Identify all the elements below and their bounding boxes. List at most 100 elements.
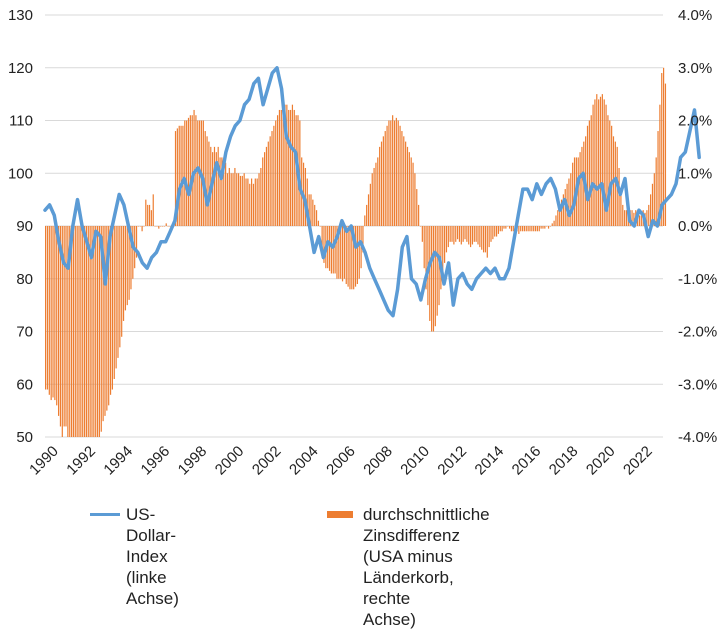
bar (372, 173, 373, 226)
bar (424, 226, 425, 268)
bar (591, 115, 592, 226)
bar (164, 226, 165, 227)
bar (99, 226, 100, 437)
bar (418, 205, 419, 226)
bar (370, 184, 371, 226)
bar (77, 226, 78, 437)
y-right-tick-label: 0.0% (678, 218, 712, 235)
bar (394, 121, 395, 227)
bar (587, 126, 588, 226)
bar (184, 121, 185, 227)
bar (125, 226, 126, 310)
x-tick-label: 2006 (323, 443, 359, 479)
bar (331, 226, 332, 273)
bar (318, 221, 319, 226)
bar (346, 226, 347, 284)
bar (366, 205, 367, 226)
bar (58, 226, 59, 416)
bar (416, 189, 417, 226)
bar (190, 115, 191, 226)
bar (132, 226, 133, 279)
bar (258, 173, 259, 226)
bar (119, 226, 120, 347)
bar (288, 110, 289, 226)
bar (657, 131, 658, 226)
bar (654, 173, 655, 226)
bar (167, 226, 168, 227)
bar (487, 226, 488, 258)
bar (242, 176, 243, 226)
bar (145, 200, 146, 226)
bar (596, 94, 597, 226)
bar (231, 173, 232, 226)
bar (513, 226, 514, 231)
bar (78, 226, 79, 437)
bar (388, 121, 389, 227)
bar (437, 226, 438, 316)
bar (507, 226, 508, 227)
bar (310, 194, 311, 226)
bar (420, 226, 421, 227)
bar (179, 126, 180, 226)
bar (151, 210, 152, 226)
bar (479, 226, 480, 247)
bar (511, 226, 512, 231)
bar (116, 226, 117, 368)
bar (453, 226, 454, 244)
bar (489, 226, 490, 247)
bar (149, 205, 150, 226)
bar (602, 94, 603, 226)
bar (544, 226, 545, 229)
bar (524, 226, 525, 231)
bar (490, 226, 491, 242)
bar (648, 205, 649, 226)
bar (156, 226, 157, 227)
x-tick-label: 1996 (138, 443, 174, 479)
bar (412, 163, 413, 226)
bar (505, 226, 506, 229)
bar (277, 115, 278, 226)
bar (600, 97, 601, 226)
bar (541, 226, 542, 229)
y-right-tick-label: 4.0% (678, 7, 712, 24)
bar (470, 226, 471, 247)
bar (539, 226, 540, 231)
bar (485, 226, 486, 252)
bar (492, 226, 493, 239)
bar (218, 147, 219, 226)
bar (459, 226, 460, 242)
bar (142, 226, 143, 231)
bar (232, 173, 233, 226)
x-tick-label: 2020 (583, 443, 619, 479)
bar (281, 110, 282, 226)
bar (399, 126, 400, 226)
bar (398, 121, 399, 227)
bar (568, 179, 569, 226)
bar (240, 176, 241, 226)
bar (329, 226, 330, 271)
bar (407, 147, 408, 226)
bar (535, 226, 536, 231)
bar (271, 131, 272, 226)
bar (403, 136, 404, 226)
bar (208, 142, 209, 226)
y-axis-right: -4.0%-3.0%-2.0%-1.0%0.0%1.0%2.0%3.0%4.0% (678, 7, 717, 446)
bar (80, 226, 81, 437)
y-right-tick-label: -2.0% (678, 324, 717, 341)
y-left-tick-label: 80 (16, 271, 33, 288)
x-tick-label: 2014 (472, 443, 508, 479)
bar (429, 226, 430, 321)
bar (247, 179, 248, 226)
y-left-tick-label: 60 (16, 376, 33, 393)
bar (45, 226, 46, 390)
bar (292, 105, 293, 226)
bar (238, 173, 239, 226)
bar (552, 223, 553, 226)
legend-line-swatch (90, 513, 120, 516)
x-tick-label: 2012 (434, 443, 470, 479)
bar (446, 226, 447, 252)
bar (409, 152, 410, 226)
x-tick-label: 2022 (620, 443, 656, 479)
x-tick-label: 1998 (175, 443, 211, 479)
bar (234, 168, 235, 226)
